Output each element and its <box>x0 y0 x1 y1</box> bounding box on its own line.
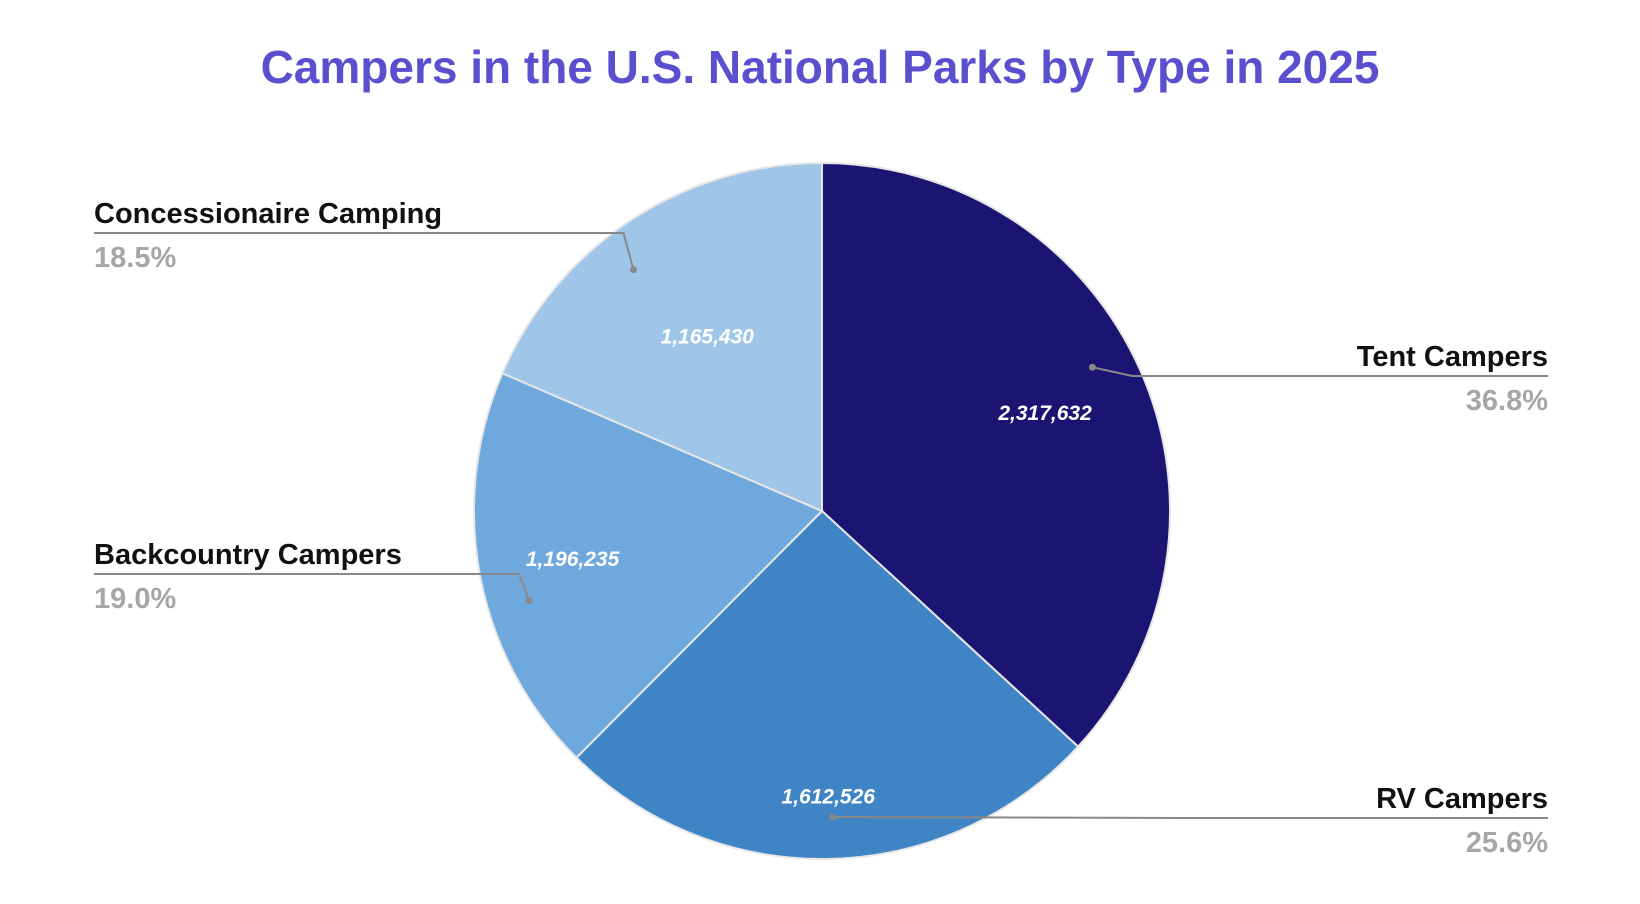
callout-line <box>94 573 531 601</box>
pie-value-labels: 2,317,632 1,612,526 1,196,235 1,165,430 <box>526 326 1092 809</box>
callout-percent-label: 18.5% <box>94 242 176 274</box>
pie-slice-backcountry-campers <box>473 371 824 760</box>
callout-category-label: Backcountry Campers <box>94 539 402 571</box>
callout-percent-label: 36.8% <box>1466 385 1548 417</box>
pie-slices <box>473 161 1171 861</box>
callout-percent-label: 19.0% <box>94 583 176 615</box>
pie-slice-tent-campers <box>821 161 1171 749</box>
slice-value-label: 1,612,526 <box>782 785 876 808</box>
chart-title: Campers in the U.S. National Parks by Ty… <box>260 41 1380 93</box>
slice-value-label: 1,165,430 <box>661 326 755 349</box>
pie-slice-concessionaire-camping <box>501 161 823 513</box>
slice-value-label: 2,317,632 <box>997 402 1092 425</box>
pie-slice-rv-campers <box>575 509 1080 861</box>
slice-value-label: 1,196,235 <box>526 548 620 571</box>
callout-line <box>832 816 1548 819</box>
callout-category-label: RV Campers <box>1376 783 1548 815</box>
callout-percent-label: 25.6% <box>1466 827 1548 859</box>
callout-category-label: Tent Campers <box>1357 341 1548 373</box>
callout-line <box>1092 366 1548 377</box>
callout-line <box>94 232 635 270</box>
pie-callouts: Tent Campers 36.8% RV Campers 25.6% Backcoun… <box>94 198 1548 859</box>
callout-category-label: Concessionaire Camping <box>94 198 442 230</box>
